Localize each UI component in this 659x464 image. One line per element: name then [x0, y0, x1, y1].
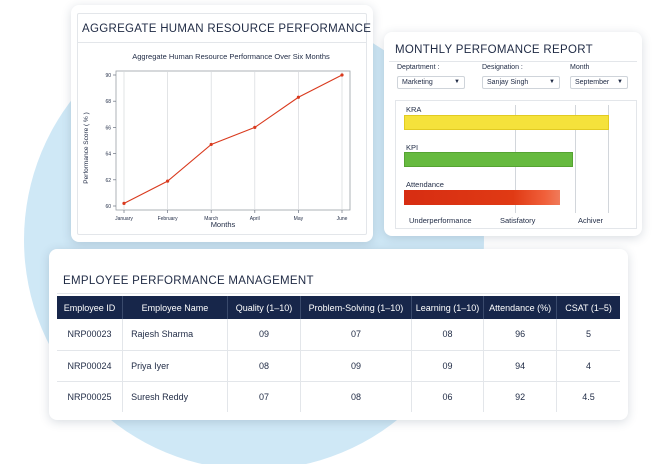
employee-id-cell: NRP00024 — [57, 350, 124, 382]
data-point — [122, 201, 126, 205]
line-chart: Aggregate Human Resource Performance Ove… — [83, 52, 351, 229]
data-point — [253, 125, 257, 129]
aggregate-performance-panel: AGGREGATE HUMAN RESOURCE PERFORMANCE Agg… — [77, 13, 371, 235]
column-header-learning[interactable]: Learning (1–10) — [411, 296, 485, 319]
column-header-quality[interactable]: Quality (1–10) — [227, 296, 302, 319]
chart-title: Aggregate Human Resource Performance Ove… — [132, 52, 330, 61]
problem-solving-cell: 07 — [300, 319, 412, 351]
column-header-attendance[interactable]: Attendance (%) — [483, 296, 558, 319]
x-tick-label: January — [115, 216, 133, 222]
month-select[interactable]: September ▼ — [570, 76, 628, 89]
series-line — [123, 74, 343, 204]
attendance-cell: 92 — [483, 381, 558, 412]
chart-x-axis-label: Months — [211, 220, 236, 229]
month-label: Month — [570, 64, 590, 71]
kra-label: KRA — [406, 105, 422, 114]
kra-bar — [404, 115, 609, 130]
data-point — [209, 142, 213, 147]
chevron-down-icon: ▼ — [549, 79, 555, 85]
chevron-down-icon: ▼ — [454, 79, 460, 85]
column-header-problem-solving[interactable]: Problem-Solving (1–10) — [300, 296, 412, 319]
attendance-bar — [404, 190, 560, 205]
table-header-row: Employee ID Employee Name Quality (1–10)… — [57, 296, 620, 319]
designation-value: Sanjay Singh — [487, 79, 529, 86]
x-tick-label: May — [294, 216, 304, 222]
month-value: September — [575, 79, 610, 86]
y-tick-label: 90 — [105, 73, 111, 79]
performance-bars-panel: KRA KPI Attendance Underperformance Sati… — [395, 100, 637, 229]
y-tick-label: 66 — [105, 125, 111, 131]
problem-solving-cell: 08 — [300, 381, 412, 412]
quality-cell: 08 — [227, 350, 302, 382]
scale-label-underperformance: Underperformance — [409, 216, 472, 225]
plot-frame — [115, 70, 351, 211]
gridline — [575, 105, 576, 213]
aggregate-performance-card: AGGREGATE HUMAN RESOURCE PERFORMANCE Agg… — [71, 5, 373, 242]
employee-name-cell: Rajesh Sharma — [122, 319, 228, 351]
column-header-employee-id[interactable]: Employee ID — [57, 296, 124, 319]
employee-id-cell: NRP00023 — [57, 319, 124, 351]
gridline — [608, 105, 609, 213]
column-header-employee-name[interactable]: Employee Name — [122, 296, 228, 319]
y-tick-label: 64 — [105, 152, 111, 158]
learning-cell: 08 — [411, 319, 485, 351]
y-tick-label: 62 — [105, 178, 111, 184]
x-tick-label: March — [204, 216, 218, 222]
table-row[interactable]: NRP00024 Priya Iyer 08 09 09 94 4 — [57, 350, 620, 382]
employee-performance-card: EMPLOYEE PERFORMANCE MANAGEMENT Employee… — [49, 249, 628, 420]
csat-cell: 5 — [556, 319, 620, 351]
quality-cell: 07 — [227, 381, 302, 412]
employee-id-cell: NRP00025 — [57, 381, 124, 412]
attendance-cell: 96 — [483, 319, 558, 351]
designation-label: Designation : — [482, 64, 523, 71]
employee-name-cell: Priya Iyer — [122, 350, 228, 382]
employee-name-cell: Suresh Reddy — [122, 381, 228, 412]
chart-y-axis-label: Performance Score ( % ) — [83, 112, 90, 184]
data-point — [296, 95, 300, 99]
problem-solving-cell: 09 — [300, 350, 412, 382]
learning-cell: 06 — [411, 381, 485, 412]
department-value: Marketing — [402, 79, 433, 86]
chevron-down-icon: ▼ — [617, 79, 623, 85]
data-point — [340, 73, 344, 77]
designation-select[interactable]: Sanjay Singh ▼ — [482, 76, 560, 89]
scale-label-achiever: Achiver — [578, 216, 604, 225]
kpi-label: KPI — [406, 143, 419, 152]
x-tick-label: June — [337, 216, 348, 222]
attendance-cell: 94 — [483, 350, 558, 382]
y-tick-label: 68 — [105, 99, 111, 105]
attendance-label: Attendance — [406, 180, 444, 189]
x-tick-label: April — [250, 216, 260, 222]
title-divider — [389, 61, 637, 62]
title-divider — [57, 293, 620, 294]
department-label: Deptartment : — [397, 64, 440, 71]
employee-performance-title: EMPLOYEE PERFORMANCE MANAGEMENT — [63, 275, 314, 287]
kpi-bar — [404, 152, 573, 167]
y-tick-label: 60 — [105, 204, 111, 210]
csat-cell: 4.5 — [582, 391, 595, 402]
monthly-report-panel: MONTHLY PERFOMANCE REPORT Deptartment : … — [389, 37, 637, 232]
scale-label-satisfactory: Satisfatory — [500, 216, 536, 225]
learning-cell: 09 — [411, 350, 485, 382]
employee-performance-table: Employee ID Employee Name Quality (1–10)… — [57, 296, 620, 412]
table-row[interactable]: NRP00025 Suresh Reddy 07 08 06 92 4.5 — [57, 381, 620, 412]
data-point — [166, 179, 170, 183]
title-divider — [78, 42, 366, 43]
monthly-report-card: MONTHLY PERFOMANCE REPORT Deptartment : … — [384, 32, 642, 236]
table-row[interactable]: NRP00023 Rajesh Sharma 09 07 08 96 5 — [57, 319, 620, 351]
x-tick-label: February — [158, 216, 179, 222]
quality-cell: 09 — [227, 319, 302, 351]
csat-cell: 4 — [556, 350, 620, 382]
monthly-report-title: MONTHLY PERFOMANCE REPORT — [395, 44, 593, 56]
aggregate-performance-title: AGGREGATE HUMAN RESOURCE PERFORMANCE — [82, 23, 372, 35]
column-header-csat[interactable]: CSAT (1–5) — [556, 296, 620, 319]
department-select[interactable]: Marketing ▼ — [397, 76, 465, 89]
